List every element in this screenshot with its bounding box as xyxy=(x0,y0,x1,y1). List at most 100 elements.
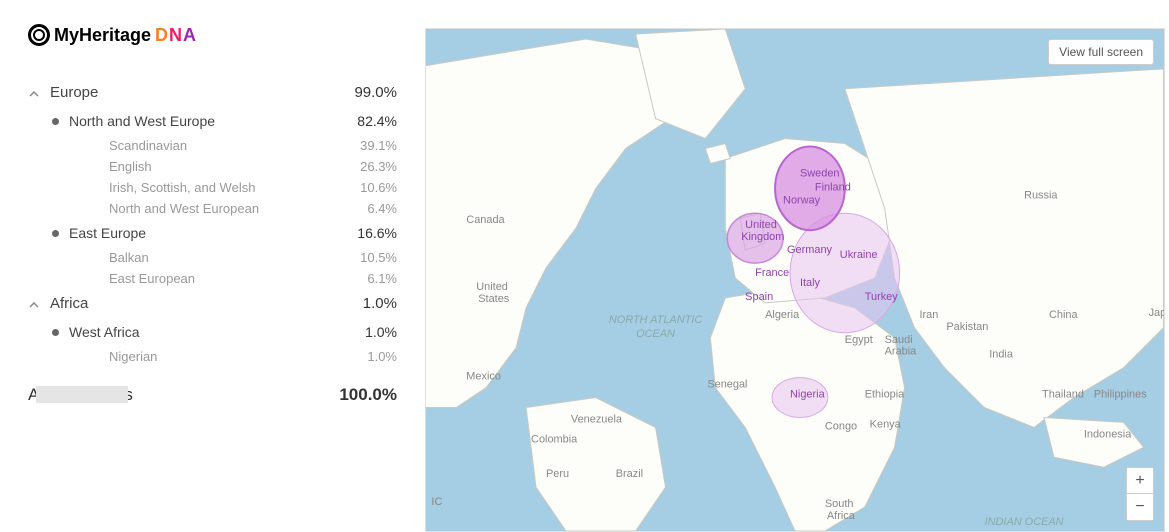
region-label: West Africa xyxy=(69,324,140,340)
country-label: Thailand xyxy=(1042,389,1084,401)
country-label: States xyxy=(478,293,510,305)
zoom-out-button[interactable]: − xyxy=(1127,494,1153,520)
ethnicity-pct: 39.1% xyxy=(360,138,397,153)
ethnicity-label: Irish, Scottish, and Welsh xyxy=(109,180,255,195)
zoom-in-button[interactable]: + xyxy=(1127,468,1153,494)
country-label: Japan xyxy=(1149,307,1164,319)
country-label: Canada xyxy=(466,214,505,226)
highlight-country-label: Italy xyxy=(800,277,821,289)
ethnicity-label: Balkan xyxy=(109,250,149,265)
world-map[interactable]: NORTH ATLANTIC OCEAN INDIAN OCEAN Canada… xyxy=(426,29,1164,531)
ethnicity-row[interactable]: East European 6.1% xyxy=(28,268,397,289)
total-pct: 100.0% xyxy=(339,385,397,405)
highlight-country-label: Germany xyxy=(787,244,833,256)
country-label: Egypt xyxy=(845,334,873,346)
total-label: A llEthnicitie s xyxy=(28,385,133,405)
country-label: Saudi xyxy=(885,334,913,346)
country-label: Russia xyxy=(1024,189,1058,201)
continent-label: Europe xyxy=(50,84,98,101)
ethnicity-label: Nigerian xyxy=(109,349,157,364)
fullscreen-button[interactable]: View full screen xyxy=(1048,39,1154,65)
chevron-up-icon xyxy=(28,298,40,310)
country-label: IC xyxy=(431,496,442,508)
continent-row[interactable]: Europe 99.0% xyxy=(28,78,397,107)
ethnicity-pct: 26.3% xyxy=(360,159,397,174)
ethnicity-label: North and West European xyxy=(109,201,259,216)
brand-dna: DNA xyxy=(155,25,196,46)
country-label: Peru xyxy=(546,468,569,480)
highlight-country-label: Ukraine xyxy=(840,249,878,261)
country-label: Senegal xyxy=(707,379,747,391)
ethnicity-row[interactable]: Balkan 10.5% xyxy=(28,247,397,268)
region-label: North and West Europe xyxy=(69,113,215,129)
region-pct: 82.4% xyxy=(357,113,397,129)
country-label: Africa xyxy=(827,510,856,522)
highlight-country-label: Turkey xyxy=(865,291,899,303)
ethnicity-pct: 10.5% xyxy=(360,250,397,265)
country-label: India xyxy=(989,349,1014,361)
region-pct: 16.6% xyxy=(357,225,397,241)
logo-icon xyxy=(28,24,50,46)
highlight-country-label: United xyxy=(745,219,777,231)
country-label: Indonesia xyxy=(1084,428,1132,440)
country-label: Iran xyxy=(920,309,939,321)
ethnicity-label: Scandinavian xyxy=(109,138,187,153)
country-label: China xyxy=(1049,309,1078,321)
country-label: Venezuela xyxy=(571,413,623,425)
ocean-label: NORTH ATLANTIC xyxy=(609,314,702,326)
total-row: A llEthnicitie s 100.0% xyxy=(28,385,397,405)
region-pct: 1.0% xyxy=(365,324,397,340)
ethnicity-pct: 10.6% xyxy=(360,180,397,195)
country-label: Algeria xyxy=(765,309,800,321)
highlight-country-label: Spain xyxy=(745,291,773,303)
ethnicity-row[interactable]: Scandinavian 39.1% xyxy=(28,135,397,156)
map-panel[interactable]: NORTH ATLANTIC OCEAN INDIAN OCEAN Canada… xyxy=(425,28,1165,532)
ocean-label: OCEAN xyxy=(636,328,675,340)
ethnicity-row[interactable]: Irish, Scottish, and Welsh 10.6% xyxy=(28,177,397,198)
bullet-icon xyxy=(52,118,59,125)
country-label: Ethiopia xyxy=(865,389,905,401)
country-label: Brazil xyxy=(616,468,643,480)
zoom-controls: + − xyxy=(1126,467,1154,521)
country-label: Mexico xyxy=(466,371,501,383)
ethnicity-pct: 6.4% xyxy=(367,201,397,216)
country-label: Kenya xyxy=(870,418,902,430)
chevron-up-icon xyxy=(28,87,40,99)
country-label: Congo xyxy=(825,420,857,432)
country-label: South xyxy=(825,498,854,510)
brand-name: MyHeritage xyxy=(54,25,151,46)
brand-logo: MyHeritage DNA xyxy=(28,24,397,46)
continent-row[interactable]: Africa 1.0% xyxy=(28,289,397,318)
highlight-country-label: Finland xyxy=(815,181,851,193)
highlight-country-label: Nigeria xyxy=(790,389,826,401)
region-row[interactable]: East Europe 16.6% xyxy=(28,219,397,247)
ethnicity-label: East European xyxy=(109,271,195,286)
ethnicity-row[interactable]: English 26.3% xyxy=(28,156,397,177)
country-label: United xyxy=(476,281,508,293)
redacted-block xyxy=(36,386,128,403)
ethnicity-label: English xyxy=(109,159,152,174)
highlight-country-label: France xyxy=(755,267,789,279)
region-row[interactable]: North and West Europe 82.4% xyxy=(28,107,397,135)
country-label: Arabia xyxy=(885,346,918,358)
ethnicity-list: Europe 99.0% North and West Europe 82.4% Sca… xyxy=(28,78,397,367)
highlight-country-label: Kingdom xyxy=(741,231,784,243)
country-label: Pakistan xyxy=(946,321,988,333)
bullet-icon xyxy=(52,230,59,237)
highlight-country-label: Norway xyxy=(783,194,821,206)
ethnicity-row[interactable]: Nigerian 1.0% xyxy=(28,346,397,367)
ethnicity-pct: 6.1% xyxy=(367,271,397,286)
continent-pct: 1.0% xyxy=(363,295,397,312)
country-label: Philippines xyxy=(1094,389,1147,401)
continent-label: Africa xyxy=(50,295,88,312)
bullet-icon xyxy=(52,329,59,336)
region-row[interactable]: West Africa 1.0% xyxy=(28,318,397,346)
ocean-label: INDIAN OCEAN xyxy=(985,516,1064,528)
region-label: East Europe xyxy=(69,225,146,241)
ethnicity-row[interactable]: North and West European 6.4% xyxy=(28,198,397,219)
highlight-country-label: Sweden xyxy=(800,167,840,179)
country-label: Colombia xyxy=(531,433,578,445)
ethnicity-sidebar: MyHeritage DNA Europe 99.0% North and West… xyxy=(0,0,425,532)
continent-pct: 99.0% xyxy=(354,84,397,101)
ethnicity-pct: 1.0% xyxy=(367,349,397,364)
